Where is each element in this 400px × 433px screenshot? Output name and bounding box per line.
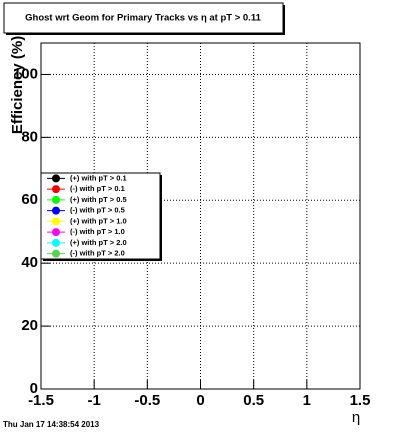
legend-label: (-) with pT > 1.0	[70, 227, 125, 236]
x-tick-label: 1	[303, 392, 311, 409]
legend-marker	[52, 195, 60, 204]
y-tick-label: 40	[21, 254, 38, 271]
x-tick-label: -0.5	[134, 392, 160, 409]
legend-label: (-) with pT > 2.0	[70, 249, 125, 258]
x-tick-label: 0	[196, 392, 204, 409]
legend-label: (+) with pT > 0.5	[70, 195, 127, 204]
legend-marker	[52, 174, 60, 183]
footer: Thu Jan 17 14:38:54 2013	[3, 420, 100, 429]
y-tick-label: 60	[21, 191, 38, 208]
x-tick-label: 0.5	[243, 392, 264, 409]
legend-marker	[52, 217, 60, 226]
legend-label: (+) with pT > 1.0	[70, 216, 127, 225]
legend-marker	[52, 228, 60, 237]
x-axis-label: η	[352, 409, 360, 426]
legend-label: (+) with pT > 2.0	[70, 238, 127, 247]
legend-marker	[52, 185, 60, 194]
y-axis-label: Efficiency (%)	[9, 36, 26, 134]
x-tick-label: 1.5	[350, 392, 371, 409]
legend-label: (+) with pT > 0.1	[70, 173, 127, 182]
chart-title: Ghost wrt Geom for Primary Tracks vs η a…	[25, 13, 261, 24]
y-tick-label: 20	[21, 317, 38, 334]
title-box	[3, 2, 284, 34]
legend-marker	[52, 249, 60, 258]
legend-label: (-) with pT > 0.1	[70, 184, 125, 193]
legend-label: (-) with pT > 0.5	[70, 206, 125, 215]
y-tick-label: 0	[30, 380, 38, 397]
legend-marker	[52, 206, 60, 215]
x-tick-label: -1	[87, 392, 100, 409]
x-tick-label: -1.5	[28, 392, 54, 409]
y-tick-label: 100	[13, 65, 38, 82]
legend	[40, 172, 161, 260]
y-tick-label: 80	[21, 128, 38, 145]
legend-marker	[52, 238, 60, 247]
